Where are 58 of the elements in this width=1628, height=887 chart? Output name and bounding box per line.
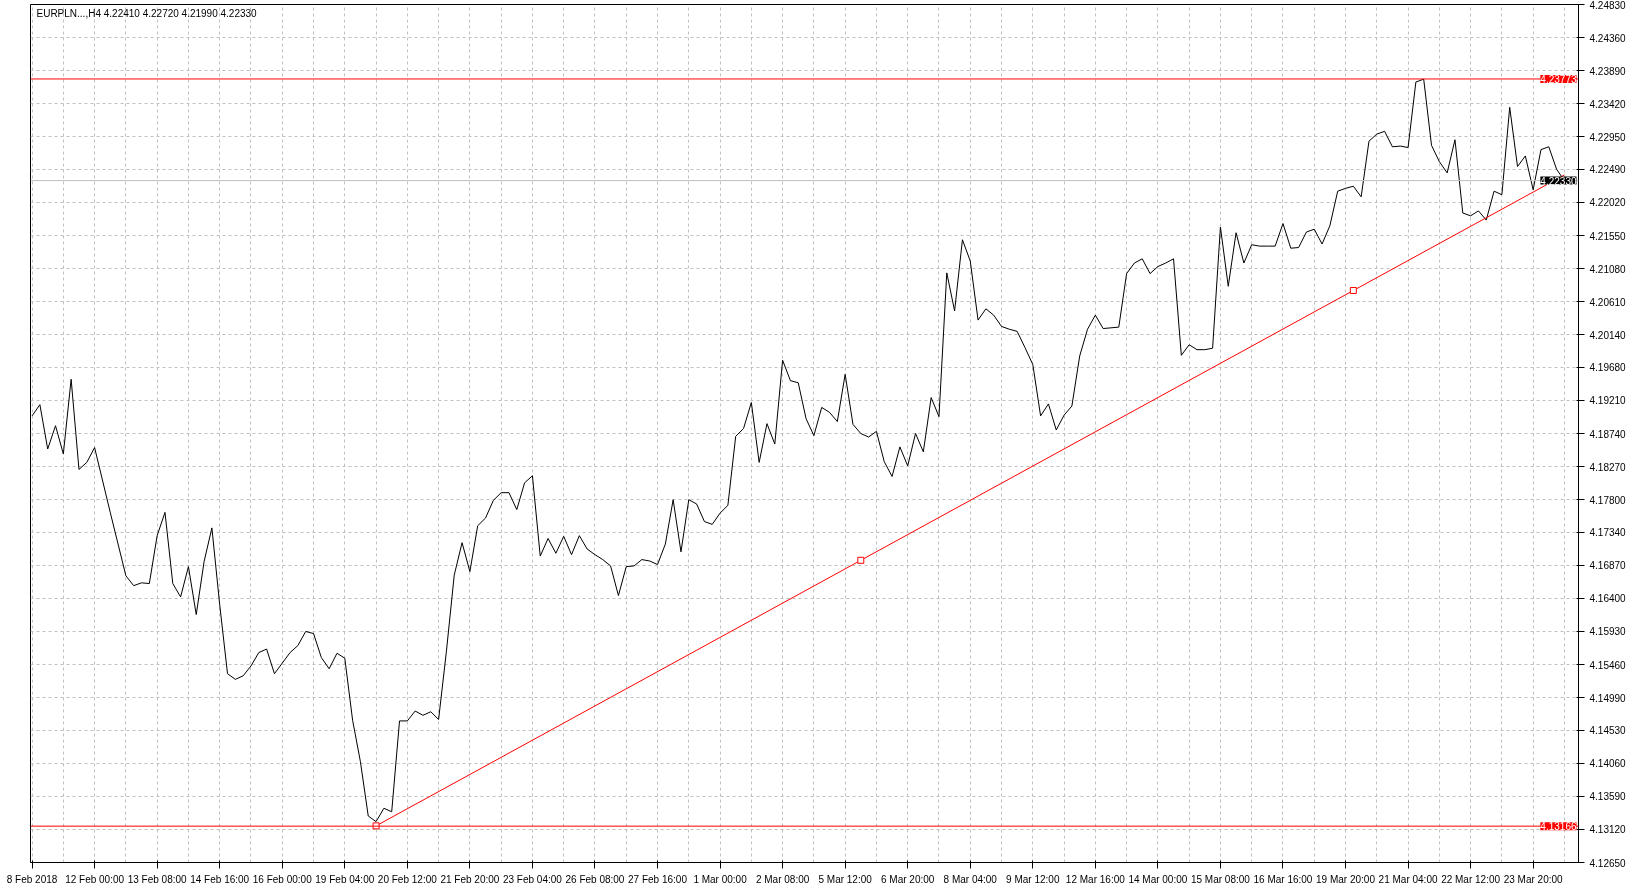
y-tick-label: 4.18740 [1589, 428, 1627, 440]
y-tick-label: 4.20610 [1589, 296, 1627, 308]
x-tick-label: 8 Feb 2018 [6, 873, 58, 885]
y-tick-label: 4.15460 [1589, 659, 1627, 671]
y-tick-label: 4.20140 [1589, 329, 1627, 341]
y-tick-label: 4.18270 [1589, 461, 1627, 473]
x-tick-label: 13 Feb 08:00 [127, 873, 188, 885]
y-tick-label: 4.21080 [1589, 263, 1627, 275]
y-tick-label: 4.23890 [1589, 65, 1627, 77]
x-tick-label: 5 Mar 12:00 [818, 873, 873, 885]
x-tick-label: 12 Mar 16:00 [1065, 873, 1126, 885]
y-tick-label: 4.22950 [1589, 131, 1627, 143]
x-tick-label: 14 Mar 00:00 [1128, 873, 1188, 885]
x-tick-label: 2 Mar 08:00 [755, 873, 810, 885]
x-tick-label: 22 Mar 12:00 [1441, 873, 1501, 885]
chart-title: EURPLN...,H4 4.22410 4.22720 4.21990 4.22330 [36, 7, 258, 19]
ref-line-label: 4.22330 [1540, 175, 1577, 187]
y-tick-label: 4.13120 [1589, 824, 1627, 836]
x-tick-label: 9 Mar 12:00 [1006, 873, 1060, 885]
point [1349, 287, 1357, 294]
y-tick-label: 4.24830 [1589, 0, 1627, 11]
x-tick-label: 16 Mar 16:00 [1253, 873, 1313, 885]
y-tick-label: 4.23420 [1589, 98, 1627, 110]
y-tick-label: 4.22490 [1589, 164, 1627, 176]
y-tick-label: 4.14530 [1589, 725, 1627, 737]
x-tick-label: 23 Feb 04:00 [502, 873, 563, 885]
x-tick-label: 21 Feb 20:00 [440, 873, 500, 885]
y-tick-label: 4.19210 [1589, 395, 1627, 407]
x-tick-label: 14 Feb 16:00 [190, 873, 250, 885]
x-tick-label: 15 Mar 08:00 [1190, 873, 1251, 885]
x-tick-label: 21 Mar 04:00 [1378, 873, 1438, 885]
y-tick-label: 4.12650 [1589, 857, 1627, 869]
y-tick-label: 4.22020 [1589, 197, 1627, 209]
y-tick-label: 4.21550 [1589, 230, 1627, 242]
y-tick-label: 4.14990 [1589, 692, 1627, 704]
x-tick-label: 1 Mar 00:00 [693, 873, 748, 885]
y-tick-label: 4.13590 [1589, 791, 1627, 803]
y-tick-label: 4.17340 [1589, 527, 1627, 539]
ref-line-label: 4.23773 [1540, 73, 1577, 85]
x-tick-label: 23 Mar 20:00 [1503, 873, 1564, 885]
y-tick-label: 4.15930 [1589, 626, 1627, 638]
point [857, 556, 865, 564]
x-tick-label: 16 Feb 00:00 [252, 873, 313, 885]
x-tick-label: 26 Feb 08:00 [565, 873, 625, 885]
x-tick-label: 20 Feb 12:00 [377, 873, 438, 885]
y-tick-label: 4.16400 [1589, 593, 1627, 605]
y-tick-label: 4.16870 [1589, 560, 1627, 572]
x-tick-label: 12 Feb 00:00 [65, 873, 125, 885]
y-tick-label: 4.17800 [1589, 494, 1627, 506]
y-tick-label: 4.19680 [1589, 362, 1627, 374]
x-tick-label: 19 Mar 20:00 [1316, 873, 1376, 885]
x-tick-label: 6 Mar 20:00 [881, 873, 935, 885]
y-tick-label: 4.14060 [1589, 758, 1627, 770]
x-tick-label: 8 Mar 04:00 [943, 873, 998, 885]
ref-line-label: 4.13166 [1540, 821, 1577, 833]
y-tick-label: 4.24360 [1589, 32, 1627, 44]
x-tick-label: 27 Feb 16:00 [628, 873, 688, 885]
x-tick-label: 19 Feb 04:00 [315, 873, 375, 885]
